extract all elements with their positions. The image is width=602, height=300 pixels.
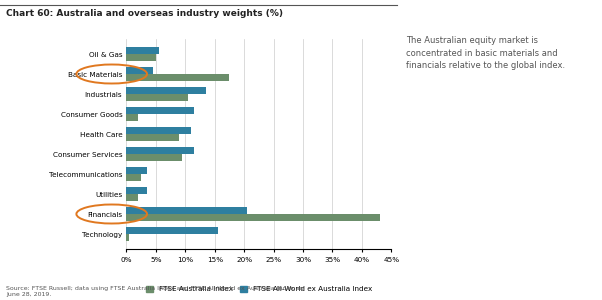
Text: Source: FTSE Russell; data using FTSE Australia Index and FTSE All-World ex Aust: Source: FTSE Russell; data using FTSE Au… (6, 286, 303, 297)
Bar (126, 87, 206, 94)
Bar (126, 74, 229, 81)
Bar (126, 114, 138, 121)
Bar (126, 207, 247, 214)
Bar (126, 107, 194, 114)
Bar (126, 54, 156, 61)
Bar (126, 94, 188, 101)
Text: Chart 60: Australia and overseas industry weights (%): Chart 60: Australia and overseas industr… (6, 9, 283, 18)
Bar (126, 67, 153, 74)
Bar (126, 234, 129, 241)
Text: The Australian equity market is
concentrated in basic materials and
financials r: The Australian equity market is concentr… (406, 36, 565, 70)
Bar (126, 194, 138, 201)
Bar (126, 227, 218, 234)
Bar (126, 154, 182, 161)
Bar (126, 187, 147, 194)
Bar (126, 214, 379, 221)
Bar (126, 174, 141, 181)
Legend: FTSE Australia Index, FTSE All-World ex Australia Index: FTSE Australia Index, FTSE All-World ex … (146, 286, 372, 292)
Bar (126, 167, 147, 174)
Bar (126, 127, 191, 134)
Bar (126, 47, 159, 54)
Bar (126, 147, 194, 154)
Bar (126, 134, 179, 141)
